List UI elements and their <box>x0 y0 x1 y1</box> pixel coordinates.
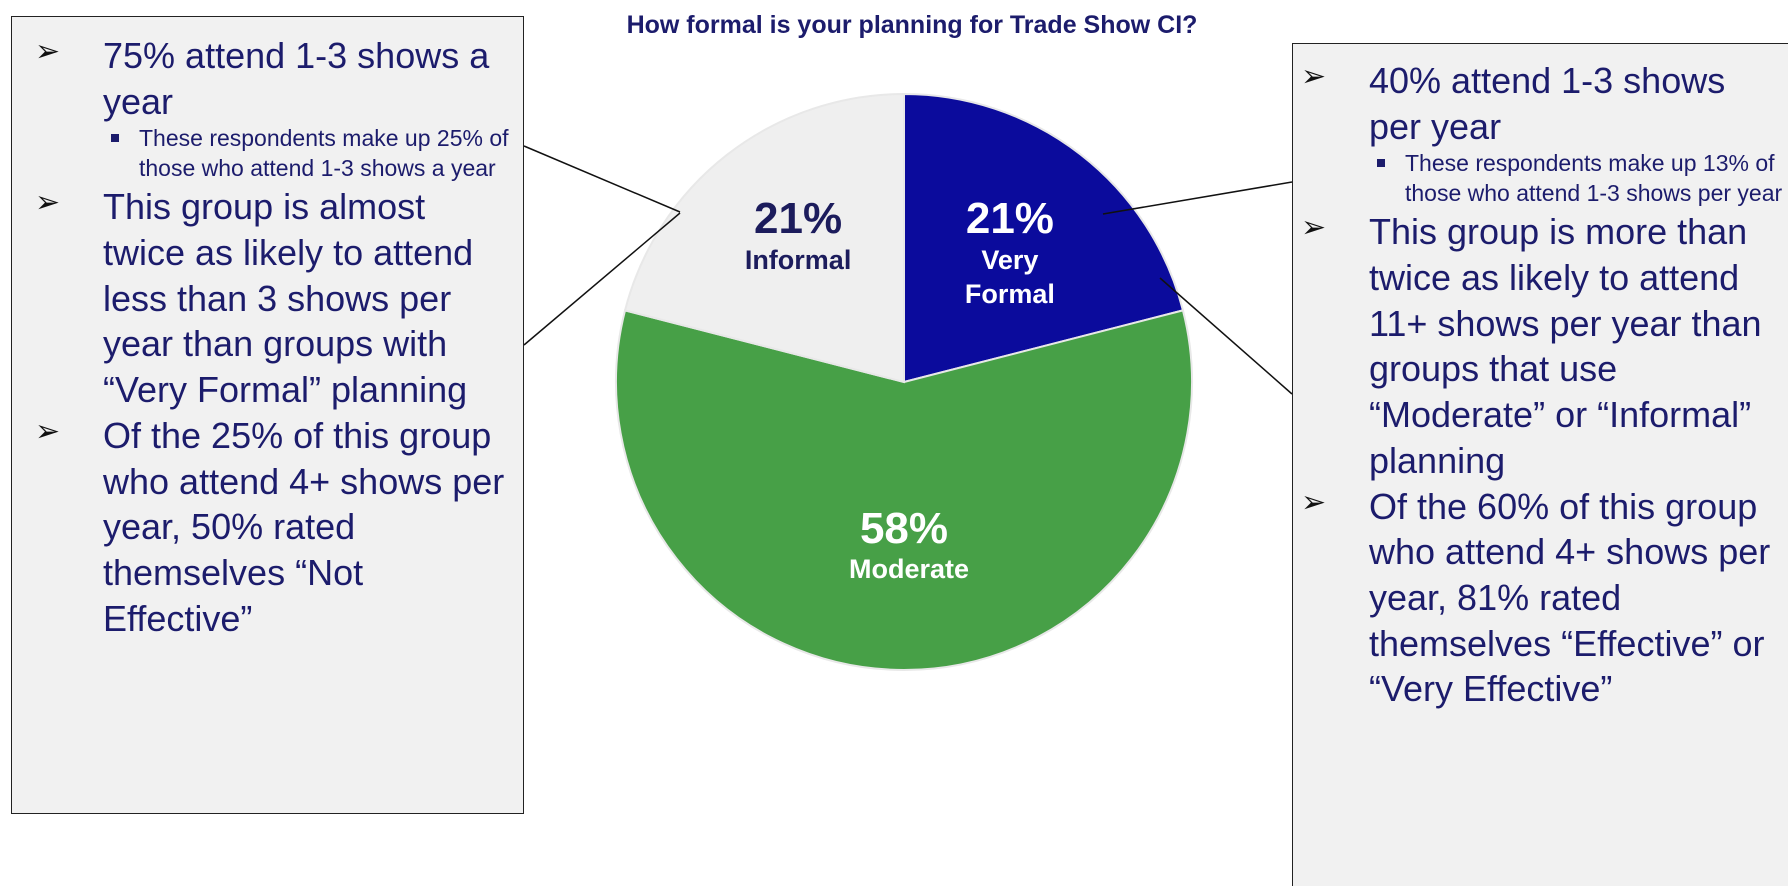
slice-label: 58% Moderate <box>824 503 984 587</box>
bullet-text: 75% attend 1-3 shows a year <box>103 35 490 122</box>
pie-slice <box>615 309 1193 671</box>
category-label: Informal <box>744 244 852 275</box>
bullet-text: Of the 60% of this group who attend 4+ s… <box>1369 485 1771 710</box>
bullet-text: 40% attend 1-3 shows per year <box>1369 60 1726 147</box>
pie-slice <box>903 92 1185 384</box>
bullet: Of the 60% of this group who attend 4+ s… <box>1301 484 1784 713</box>
value-label: 21% <box>965 194 1054 244</box>
sub-list: These respondents make up 25% of those w… <box>103 124 513 184</box>
chart-title: How formal is your planning for Trade Sh… <box>626 11 1198 39</box>
category-label: Very Formal <box>964 244 1055 309</box>
bullet-text: This group is more than twice as likely … <box>1369 211 1762 481</box>
callout-line <box>1159 277 1293 395</box>
bullet: Of the 25% of this group who attend 4+ s… <box>35 413 513 642</box>
pie-slice <box>623 92 905 384</box>
callout-line <box>1102 181 1293 215</box>
slice-label: 21% Very Formal <box>930 195 1090 311</box>
bullet-text: This group is almost twice as likely to … <box>103 186 474 411</box>
bullet: This group is more than twice as likely … <box>1301 209 1784 483</box>
callout-line <box>523 145 681 213</box>
pie <box>615 92 1193 671</box>
value-label: 58% <box>859 503 949 553</box>
callout-line <box>523 212 681 346</box>
sub-list: These respondents make up 13% of those w… <box>1369 149 1784 209</box>
sub-bullet: These respondents make up 13% of those w… <box>1377 149 1784 209</box>
value-label: 21% <box>754 194 843 244</box>
bullet-text: Of the 25% of this group who attend 4+ s… <box>103 414 505 639</box>
category-label: Moderate <box>849 554 970 585</box>
bullet: This group is almost twice as likely to … <box>35 184 513 413</box>
sub-bullet: These respondents make up 25% of those w… <box>111 124 513 184</box>
slice-label: 21% Informal <box>718 195 878 277</box>
